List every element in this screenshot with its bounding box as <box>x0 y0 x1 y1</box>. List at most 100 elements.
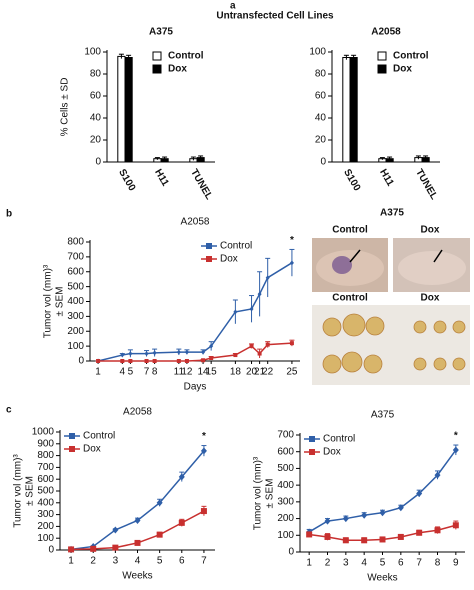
y-axis-label: ± SEM <box>25 476 36 506</box>
legend-label: Dox <box>168 64 187 75</box>
x-tick-label: 7 <box>201 556 207 567</box>
marker <box>265 342 270 347</box>
marker <box>306 531 313 538</box>
legend-swatch <box>377 64 387 74</box>
y-tick-label: 700 <box>37 462 54 473</box>
legend-marker <box>206 243 212 249</box>
marker <box>156 531 163 538</box>
y-tick-label: 100 <box>277 530 294 541</box>
y-axis-label: ± SEM <box>265 479 276 509</box>
y-tick-label: 80 <box>90 69 102 80</box>
chart-title: A2058 <box>181 217 210 228</box>
panel-label: a <box>230 1 236 12</box>
marker <box>120 359 125 363</box>
y-axis-label: Tumor vol (mm)³ <box>43 264 54 338</box>
marker <box>120 352 125 358</box>
marker <box>128 359 133 363</box>
y-axis-label: ± SEM <box>55 287 66 317</box>
y-axis-label: % Cells ± SD <box>60 78 71 137</box>
marker <box>112 526 119 534</box>
y-tick-label: 100 <box>84 47 101 58</box>
marker <box>152 350 157 356</box>
y-tick-label: 900 <box>37 438 54 449</box>
x-tick-label: 5 <box>157 556 163 567</box>
y-tick-label: 800 <box>37 450 54 461</box>
y-tick-label: 400 <box>277 480 294 491</box>
x-tick-label: 20 <box>246 367 258 378</box>
marker <box>96 359 101 363</box>
x-tick-label: 2 <box>90 556 96 567</box>
y-tick-label: 600 <box>67 266 84 277</box>
marker <box>209 356 214 361</box>
marker <box>257 291 262 297</box>
x-tick-label: 14 <box>198 367 210 378</box>
marker <box>265 275 270 281</box>
legend-label: Dox <box>83 444 101 455</box>
y-tick-label: 0 <box>48 545 54 556</box>
y-tick-label: 200 <box>37 521 54 532</box>
x-tick-label: 4 <box>361 558 367 569</box>
marker <box>233 309 238 315</box>
x-tick-label: S100 <box>116 167 137 193</box>
x-axis-label: Weeks <box>122 571 152 582</box>
y-axis-label: Tumor vol (mm)³ <box>13 454 24 528</box>
y-tick-label: 100 <box>309 47 326 58</box>
y-tick-label: 60 <box>315 91 327 102</box>
y-tick-label: 300 <box>37 509 54 520</box>
marker <box>90 545 97 552</box>
photo-label: Control <box>332 225 368 236</box>
legend-label: Control <box>393 51 429 62</box>
series-line <box>70 450 205 551</box>
legend-marker <box>69 433 75 439</box>
x-tick-label: TUNEL <box>413 167 439 201</box>
bar <box>349 57 358 163</box>
x-tick-label: 5 <box>128 367 134 378</box>
marker <box>156 499 163 507</box>
x-tick-label: 12 <box>181 367 193 378</box>
y-tick-label: 0 <box>95 157 101 168</box>
y-tick-label: 40 <box>90 113 102 124</box>
x-tick-label: 15 <box>206 367 218 378</box>
y-tick-label: 600 <box>37 474 54 485</box>
marker <box>233 353 238 358</box>
chart-title: A2058 <box>371 27 401 38</box>
y-tick-label: 80 <box>315 69 327 80</box>
legend-swatch <box>152 51 162 61</box>
marker <box>342 537 349 544</box>
x-tick-label: 3 <box>343 558 349 569</box>
x-tick-label: 6 <box>398 558 404 569</box>
legend-label: Dox <box>323 447 341 458</box>
figure-title: Untransfected Cell Lines <box>216 11 334 22</box>
photo-label: Dox <box>421 293 440 304</box>
y-tick-label: 200 <box>67 326 84 337</box>
marker <box>289 260 294 266</box>
marker <box>361 537 368 544</box>
x-tick-label: 7 <box>144 367 150 378</box>
photo-label: Dox <box>421 225 440 236</box>
marker <box>289 341 294 346</box>
photo-label: Control <box>332 293 368 304</box>
marker <box>397 504 404 512</box>
x-tick-label: S100 <box>341 167 362 193</box>
y-tick-label: 100 <box>37 533 54 544</box>
y-tick-label: 700 <box>67 252 84 263</box>
x-tick-label: 5 <box>380 558 386 569</box>
bar <box>124 57 133 163</box>
y-axis-label: Tumor vol (mm)³ <box>253 456 264 530</box>
marker <box>249 306 254 312</box>
marker <box>134 517 141 524</box>
chart-title: A375 <box>371 410 395 421</box>
marker <box>176 349 181 355</box>
marker <box>128 351 133 357</box>
x-axis-label: Weeks <box>367 573 397 584</box>
marker <box>342 515 349 523</box>
marker <box>257 351 262 356</box>
y-tick-label: 300 <box>277 496 294 507</box>
x-tick-label: TUNEL <box>188 167 214 201</box>
marker <box>201 358 206 363</box>
x-axis-label: Days <box>184 382 207 393</box>
y-tick-label: 600 <box>277 446 294 457</box>
marker <box>184 349 189 355</box>
x-tick-label: 4 <box>120 367 126 378</box>
